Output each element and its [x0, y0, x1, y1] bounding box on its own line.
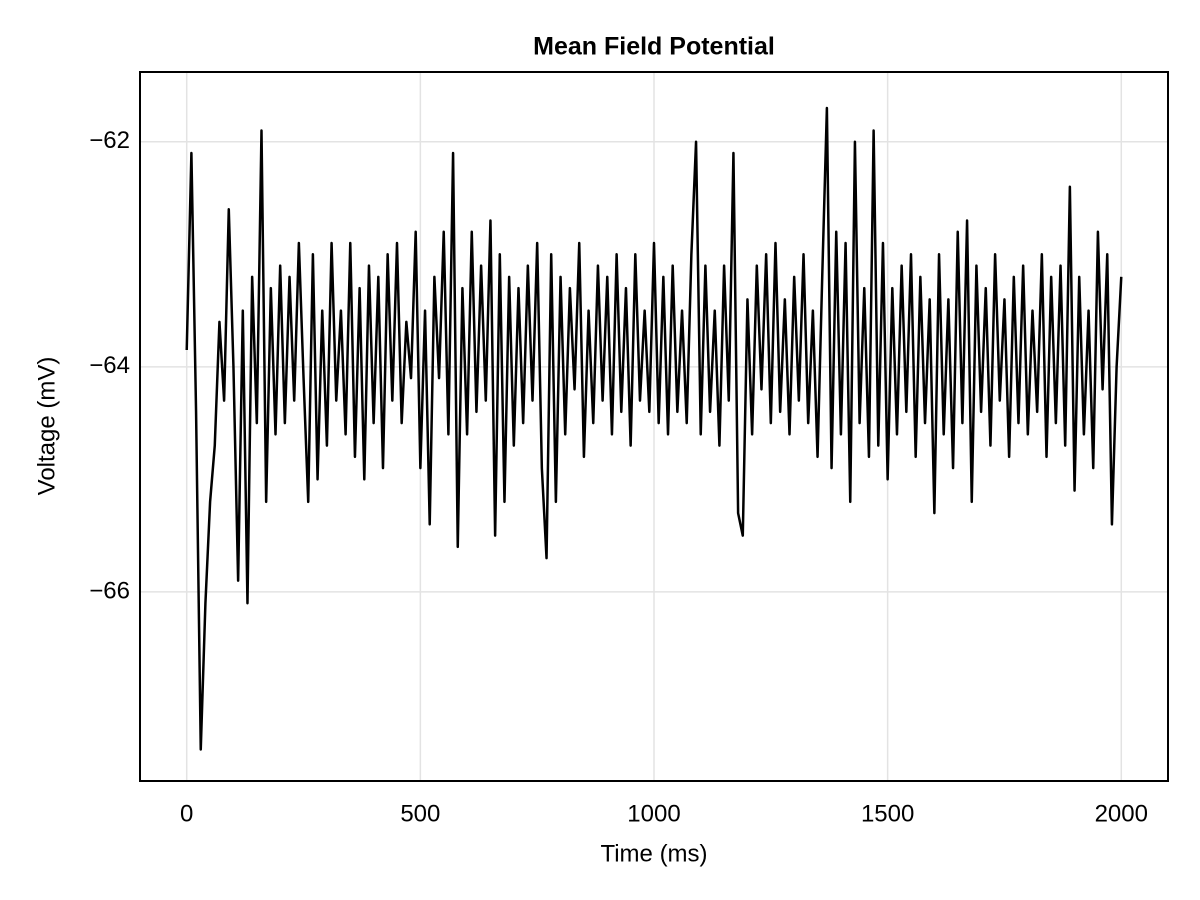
chart-title: Mean Field Potential	[533, 33, 775, 61]
y-tick-label: −66	[89, 577, 130, 604]
y-axis-label: Voltage (mV)	[33, 357, 60, 496]
x-tick-label: 1000	[627, 800, 680, 827]
x-tick-label: 500	[400, 800, 440, 827]
line	[185, 106, 1123, 751]
plot-frame	[139, 71, 1169, 782]
y-tick-label: −64	[89, 352, 130, 379]
x-axis-label: Time (ms)	[600, 840, 707, 867]
x-tick-label: 2000	[1095, 800, 1148, 827]
x-tick-label: 1500	[861, 800, 914, 827]
y-tick-label: −62	[89, 127, 130, 154]
x-tick-label: 0	[180, 800, 193, 827]
